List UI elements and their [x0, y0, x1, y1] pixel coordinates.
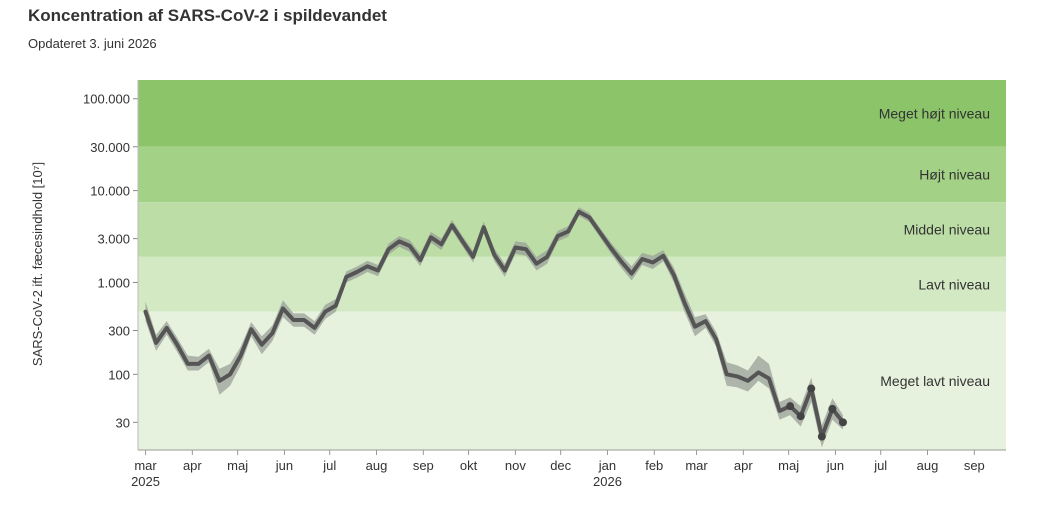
x-tick-label: jun	[826, 458, 844, 473]
y-tick-label: 100.000	[83, 92, 130, 107]
y-tick-label: 10.000	[90, 184, 130, 199]
x-tick-label: okt	[460, 458, 478, 473]
x-tick-label: sep	[964, 458, 985, 473]
band-meget-lavt-niveau	[138, 311, 1006, 450]
y-tick-label: 100	[108, 367, 130, 382]
series-markers	[786, 384, 847, 441]
band-meget-hojt-niveau	[138, 80, 1006, 147]
band-lavt-niveau	[138, 256, 1006, 312]
series-line-group	[143, 209, 845, 439]
x-tick-label: maj	[227, 458, 248, 473]
x-tick-label: jan	[598, 458, 616, 473]
x-tick-label: dec	[550, 458, 571, 473]
band-label-meget-lavt-niveau: Meget lavt niveau	[880, 373, 990, 389]
x-tick-label: jul	[873, 458, 887, 473]
data-point[interactable]	[807, 384, 816, 393]
x-tick-label: mar	[685, 458, 708, 473]
data-point[interactable]	[817, 432, 826, 441]
data-point[interactable]	[838, 418, 847, 427]
y-tick-label: 30.000	[90, 140, 130, 155]
x-tick-year: 2026	[593, 474, 622, 489]
band-middel-niveau	[138, 202, 1006, 257]
data-point[interactable]	[828, 404, 837, 413]
y-tick-label: 300	[108, 323, 130, 338]
x-tick-label: maj	[778, 458, 799, 473]
x-tick-label: sep	[413, 458, 434, 473]
y-tick-label: 30	[116, 415, 130, 430]
band-label-meget-hojt-niveau: Meget højt niveau	[879, 105, 990, 121]
band-hojt-niveau	[138, 146, 1006, 203]
band-label-middel-niveau: Middel niveau	[904, 221, 990, 237]
x-tick-label: feb	[645, 458, 663, 473]
band-label-hojt-niveau: Højt niveau	[919, 166, 990, 182]
data-point[interactable]	[796, 412, 805, 421]
chart-title: Koncentration af SARS-CoV-2 i spildevand…	[28, 6, 387, 25]
x-tick-label: mar	[134, 458, 157, 473]
data-point[interactable]	[786, 402, 795, 411]
y-tick-label: 1.000	[97, 275, 130, 290]
x-tick-label: aug	[366, 458, 388, 473]
x-tick-year: 2025	[131, 474, 160, 489]
x-tick-label: jun	[275, 458, 293, 473]
y-tick-label: 3.000	[97, 232, 130, 247]
x-tick-label: jul	[322, 458, 336, 473]
x-tick-label: nov	[505, 458, 526, 473]
y-axis-label: SARS-CoV-2 ift. fæcesindhold [10⁷]	[30, 162, 45, 366]
level-bands: Meget højt niveau Højt niveau Middel nivea…	[138, 80, 1006, 450]
band-label-lavt-niveau: Lavt niveau	[918, 276, 990, 292]
x-tick-label: apr	[183, 458, 202, 473]
chart-subtitle: Opdateret 3. juni 2026	[28, 36, 157, 51]
series-line	[143, 209, 845, 439]
x-tick-label: aug	[917, 458, 939, 473]
y-axis: 30 100 300 1.000 3.000 10.000 30.000 100.000	[83, 80, 139, 450]
x-tick-label: apr	[734, 458, 753, 473]
